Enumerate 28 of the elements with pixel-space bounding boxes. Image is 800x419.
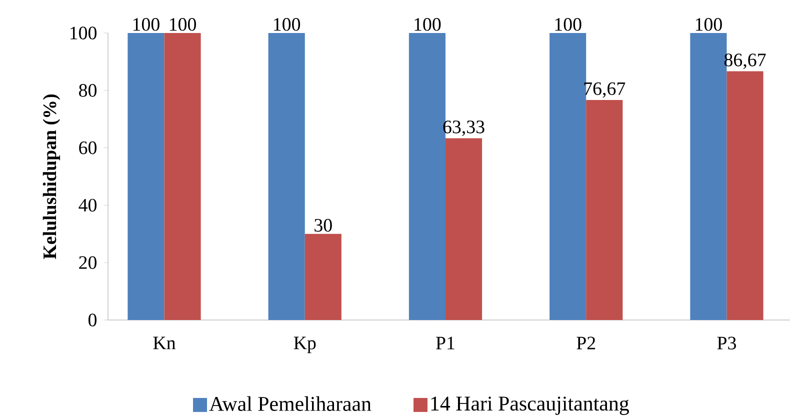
legend-label: Awal Pemeliharaan (209, 396, 372, 411)
data-label: 100 (170, 18, 196, 31)
y-tick-label: 20 (79, 256, 97, 269)
bar (128, 32, 164, 320)
y-tick-label: 100 (70, 26, 97, 40)
x-tick-label: P2 (576, 336, 596, 350)
y-tick-label: 60 (79, 141, 97, 154)
data-label: 100 (414, 18, 441, 31)
bar (164, 32, 201, 320)
x-tick-label: Kn (153, 336, 176, 350)
data-label: 30 (314, 218, 332, 232)
data-label: 100 (133, 18, 160, 31)
bar (726, 71, 764, 320)
y-tick-label: 0 (88, 314, 97, 326)
bar (304, 234, 342, 320)
y-tick-label: 80 (79, 84, 97, 97)
x-tick-label: P1 (436, 336, 454, 350)
data-label: 100 (555, 18, 582, 31)
x-tick-label: Kp (294, 336, 316, 354)
bar (445, 138, 482, 320)
bar (586, 100, 623, 320)
y-axis-title: Kelulushidupan (%) (42, 94, 60, 260)
data-label: 100 (696, 18, 722, 31)
data-label: 100 (274, 18, 300, 31)
x-tick-label: P3 (717, 336, 736, 350)
y-tick-label: 40 (78, 198, 97, 212)
legend-label: 14 Hari Pascaujitantang (431, 396, 629, 415)
bar (268, 32, 305, 320)
